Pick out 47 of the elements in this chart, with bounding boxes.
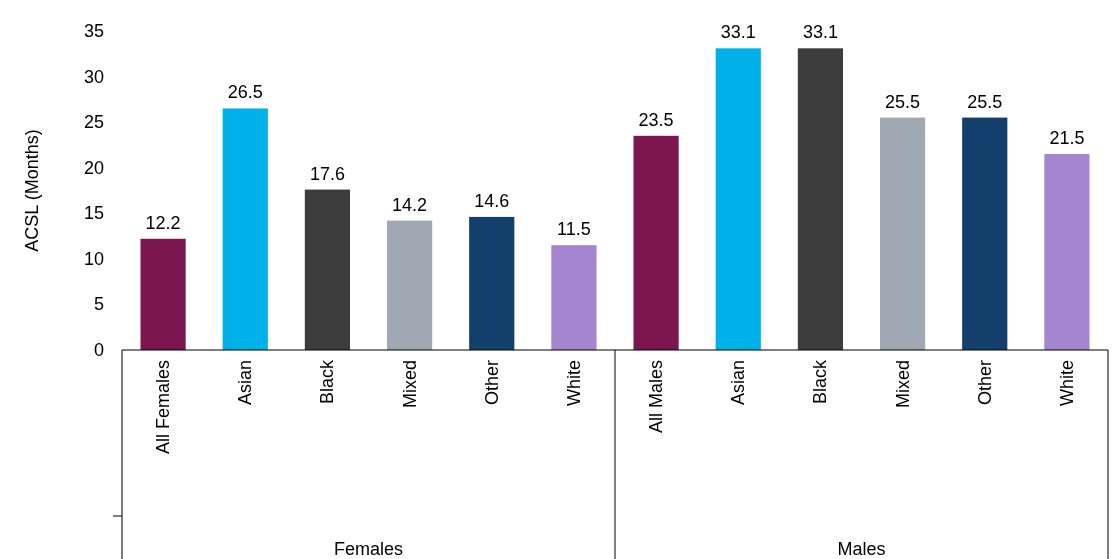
- bar: [797, 48, 844, 350]
- y-tick-label: 25: [83, 112, 104, 133]
- x-tick-label: Asian: [728, 360, 749, 406]
- bar: [140, 238, 186, 350]
- y-tick-label: 15: [83, 203, 104, 224]
- x-tick-label: Black: [317, 359, 338, 405]
- x-tick-label: White: [1056, 360, 1077, 407]
- x-tick-label: Mixed: [399, 360, 420, 409]
- x-tick-label: Other: [481, 360, 502, 406]
- text: Males: [837, 539, 886, 559]
- y-tick-label: 0: [93, 340, 104, 360]
- y-tick-label: 30: [83, 66, 104, 87]
- x-tick-label: All Males: [646, 360, 667, 434]
- data-label: 25.5: [967, 91, 1003, 112]
- text: Females: [333, 539, 404, 559]
- data-label: 14.6: [474, 190, 510, 211]
- y-tick-label: 5: [93, 294, 104, 315]
- bar: [469, 216, 515, 350]
- bar: [551, 245, 597, 350]
- data-label: 26.5: [227, 82, 263, 103]
- y-tick-label: 20: [83, 157, 104, 178]
- data-label: 14.2: [392, 194, 428, 215]
- bar: [222, 108, 268, 350]
- data-label: 33.1: [802, 22, 838, 43]
- bar: [633, 135, 679, 350]
- x-tick-label: Mixed: [892, 360, 913, 409]
- bar: [879, 117, 926, 350]
- data-label: 23.5: [638, 109, 674, 130]
- data-label: 33.1: [720, 22, 756, 43]
- x-tick-label: Other: [974, 360, 995, 406]
- data-label: 11.5: [557, 219, 591, 240]
- x-tick-label: White: [563, 360, 584, 407]
- bar: [1044, 154, 1090, 350]
- y-axis-title: ACSL (Months): [22, 129, 42, 252]
- data-label: 25.5: [885, 91, 921, 112]
- bar: [715, 48, 761, 350]
- bar: [386, 220, 433, 350]
- bar: [962, 117, 1008, 350]
- bar: [304, 189, 351, 350]
- data-label: 21.5: [1049, 128, 1085, 149]
- data-label: 12.2: [145, 212, 181, 233]
- x-tick-label: Black: [810, 359, 831, 405]
- x-tick-label: All Females: [153, 360, 174, 455]
- y-tick-label: 35: [83, 21, 104, 41]
- data-label: 17.6: [309, 163, 345, 184]
- x-tick-label: Asian: [235, 360, 256, 406]
- y-tick-label: 10: [83, 248, 104, 269]
